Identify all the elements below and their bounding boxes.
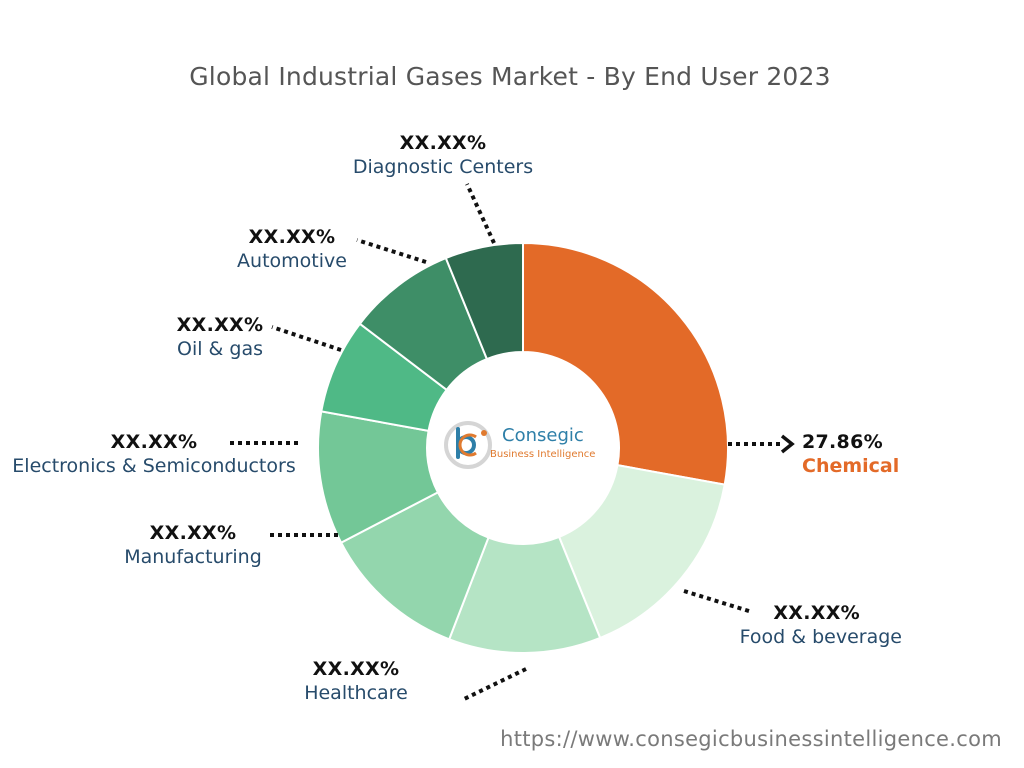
label-healthcare: XX.XX% Healthcare: [300, 658, 412, 705]
center-logo: Consegic Business Intelligence: [440, 415, 610, 475]
slice-diagnostic-centers: [444, 241, 524, 361]
label-food-beverage: XX.XX% Food & beverage: [738, 602, 902, 649]
leader-line-automotive: [356, 238, 427, 264]
slice-chemical: [522, 241, 729, 486]
consegic-logo-icon: [444, 421, 492, 469]
label-oil-gas: XX.XX% Oil & gas: [150, 314, 290, 361]
label-diagnostic-centers: XX.XX% Diagnostic Centers: [340, 132, 546, 179]
label-manufacturing-value: XX.XX%: [149, 522, 237, 544]
logo-tagline: Business Intelligence: [490, 449, 596, 460]
label-healthcare-value: XX.XX%: [312, 658, 400, 680]
leader-line-healthcare: [461, 667, 527, 702]
leader-line-food-beverage: [683, 589, 753, 614]
label-chemical-name: Chemical: [802, 454, 900, 477]
label-diagnostic-centers-name: Diagnostic Centers: [352, 155, 534, 178]
label-oil-gas-value: XX.XX%: [176, 314, 264, 336]
label-electronics: XX.XX% Electronics & Semiconductors: [4, 431, 304, 478]
label-automotive-name: Automotive: [237, 249, 347, 272]
logo-name: Consegic: [502, 425, 584, 446]
label-chemical: 27.86% Chemical: [802, 431, 900, 478]
label-automotive: XX.XX% Automotive: [222, 226, 362, 273]
slice-food-beverage: [557, 463, 726, 640]
label-manufacturing-name: Manufacturing: [124, 545, 262, 568]
label-automotive-value: XX.XX%: [248, 226, 336, 248]
chemical-arrow-head: [780, 434, 795, 454]
leader-line-diagnostic-centers: [465, 183, 496, 244]
label-electronics-value: XX.XX%: [110, 431, 198, 453]
label-electronics-name: Electronics & Semiconductors: [12, 454, 296, 477]
label-food-beverage-name: Food & beverage: [739, 625, 902, 648]
label-chemical-value: 27.86%: [802, 431, 883, 453]
label-manufacturing: XX.XX% Manufacturing: [118, 522, 268, 569]
label-healthcare-name: Healthcare: [304, 681, 408, 704]
label-diagnostic-centers-value: XX.XX%: [399, 132, 487, 154]
label-food-beverage-value: XX.XX%: [773, 602, 860, 624]
label-oil-gas-name: Oil & gas: [176, 337, 263, 360]
footer-url[interactable]: https://www.consegicbusinessintelligence…: [500, 727, 1002, 751]
chart-title: Global Industrial Gases Market - By End …: [189, 62, 831, 91]
